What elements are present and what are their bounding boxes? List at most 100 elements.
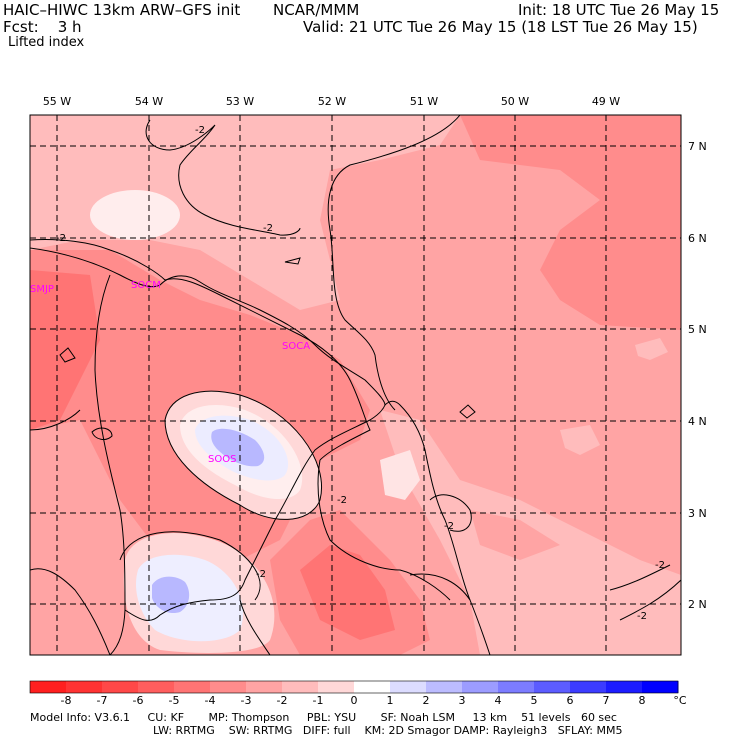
colorbar-label: -7 <box>96 694 108 707</box>
coastline <box>30 247 491 655</box>
colorbar-label: 0 <box>350 694 358 707</box>
colorbar-label: -4 <box>204 694 216 707</box>
colorbar-label: 4 <box>494 694 502 707</box>
colorbar-swatch <box>570 681 607 693</box>
colorbar-swatch <box>462 681 499 693</box>
colorbar-label: -1 <box>312 694 324 707</box>
colorbar-swatch <box>102 681 139 693</box>
colorbar-swatch <box>246 681 283 693</box>
valid-time: Valid: 21 UTC Tue 26 May 15 (18 LST Tue … <box>303 18 698 36</box>
colorbar-frame <box>29 680 679 694</box>
field-region <box>135 554 244 642</box>
colorbar-swatch <box>318 681 355 693</box>
station-socm: SOCM <box>131 280 161 291</box>
contour-label: -2 <box>263 223 273 234</box>
field-region <box>90 190 180 240</box>
lon-label: 53 W <box>225 95 255 108</box>
colorbar-swatch <box>498 681 535 693</box>
lat-label: 5 N <box>688 323 707 336</box>
lon-label: 54 W <box>134 95 164 108</box>
coastlines-borders <box>30 247 491 655</box>
contour-line <box>91 427 113 440</box>
border-line <box>124 404 386 621</box>
field-name: Lifted index <box>8 35 85 50</box>
init-time: Init: 18 UTC Tue 26 May 15 <box>518 1 720 19</box>
colorbar-label: 5 <box>530 694 538 707</box>
model-info-line1: Model Info: V3.6.1 CU: KF MP: Thompson P… <box>30 711 617 724</box>
colorbar-label: -6 <box>132 694 144 707</box>
field-region <box>300 545 395 640</box>
border-line <box>94 274 126 655</box>
contour-line <box>239 599 271 655</box>
lat-label: 3 N <box>688 507 707 520</box>
contour-line <box>30 239 371 461</box>
station-smjp: SMJP <box>30 284 54 295</box>
lat-label: 6 N <box>688 232 707 245</box>
model-info-line2: LW: RRTMG SW: RRTMG DIFF: full KM: 2D Sm… <box>153 724 623 737</box>
field-region <box>211 428 265 467</box>
station-soca: SOCA <box>282 341 310 352</box>
lon-label: 52 W <box>317 95 347 108</box>
field-region <box>30 115 460 310</box>
lon-label: 50 W <box>500 95 530 108</box>
colorbar-label: 2 <box>422 694 430 707</box>
station-soos: SOOS <box>208 454 236 465</box>
colorbar-swatch <box>606 681 643 693</box>
contour-line <box>317 459 451 601</box>
lat-lon-grid <box>30 115 681 655</box>
organization: NCAR/MMM <box>273 1 360 19</box>
contour-line <box>145 119 301 236</box>
border-line <box>30 568 111 655</box>
colorbar-label: -2 <box>276 694 288 707</box>
colorbar-swatch <box>282 681 319 693</box>
colorbar-swatch <box>138 681 175 693</box>
contour-line <box>119 531 261 601</box>
colorbar-swatch <box>354 681 391 693</box>
map-frame <box>29 114 682 656</box>
contour-label: -2 <box>256 569 266 580</box>
contour-lines <box>30 115 681 655</box>
colorbar-swatch <box>174 681 211 693</box>
colorbar-label: -5 <box>168 694 180 707</box>
colorbar-unit: °C <box>673 694 687 707</box>
colorbar-swatch <box>66 681 103 693</box>
lat-label: 4 N <box>688 415 707 428</box>
colorbar-swatch <box>30 681 67 693</box>
field-region <box>460 115 681 330</box>
colorbar-swatch <box>426 681 463 693</box>
colorbar-label: 8 <box>638 694 646 707</box>
contour-label: -2 <box>637 611 647 622</box>
colorbar-label: 6 <box>566 694 574 707</box>
contour-label: -2 <box>195 125 205 136</box>
contour-label: -2 <box>56 233 66 244</box>
colorbar-label: -3 <box>240 694 252 707</box>
colorbar-swatch <box>642 681 679 693</box>
contour-line <box>327 115 461 411</box>
colorbar-label: 1 <box>386 694 394 707</box>
contour-label: -2 <box>444 521 454 532</box>
contour-line <box>284 257 301 265</box>
colorbar-label: -8 <box>60 694 72 707</box>
model-title: HAIC–HIWC 13km ARW–GFS init <box>3 1 241 19</box>
lat-label: 7 N <box>688 140 707 153</box>
field-region <box>635 338 668 360</box>
lon-label: 51 W <box>409 95 439 108</box>
station-labels: SMJP SOCM SOCA SOOS <box>30 280 310 465</box>
contour-line <box>164 390 322 520</box>
contour-line <box>59 347 76 363</box>
colorbar <box>29 680 679 694</box>
forecast-hour: Fcst: 3 h <box>3 18 82 36</box>
contour-line <box>30 409 81 431</box>
colorbar-label: 7 <box>602 694 610 707</box>
lifted-index-field <box>30 115 681 655</box>
field-region <box>380 450 420 500</box>
colorbar-swatch <box>534 681 571 693</box>
colorbar-swatch <box>390 681 427 693</box>
contour-label-group: -2 -2 -2 -2 -2 -2 -2 -2 <box>56 125 665 622</box>
contour-line <box>429 494 472 532</box>
lon-label: 55 W <box>42 95 72 108</box>
contour-label: -2 <box>337 495 347 506</box>
contour-line <box>459 404 476 419</box>
colorbar-label: 3 <box>458 694 466 707</box>
field-region <box>560 425 600 455</box>
